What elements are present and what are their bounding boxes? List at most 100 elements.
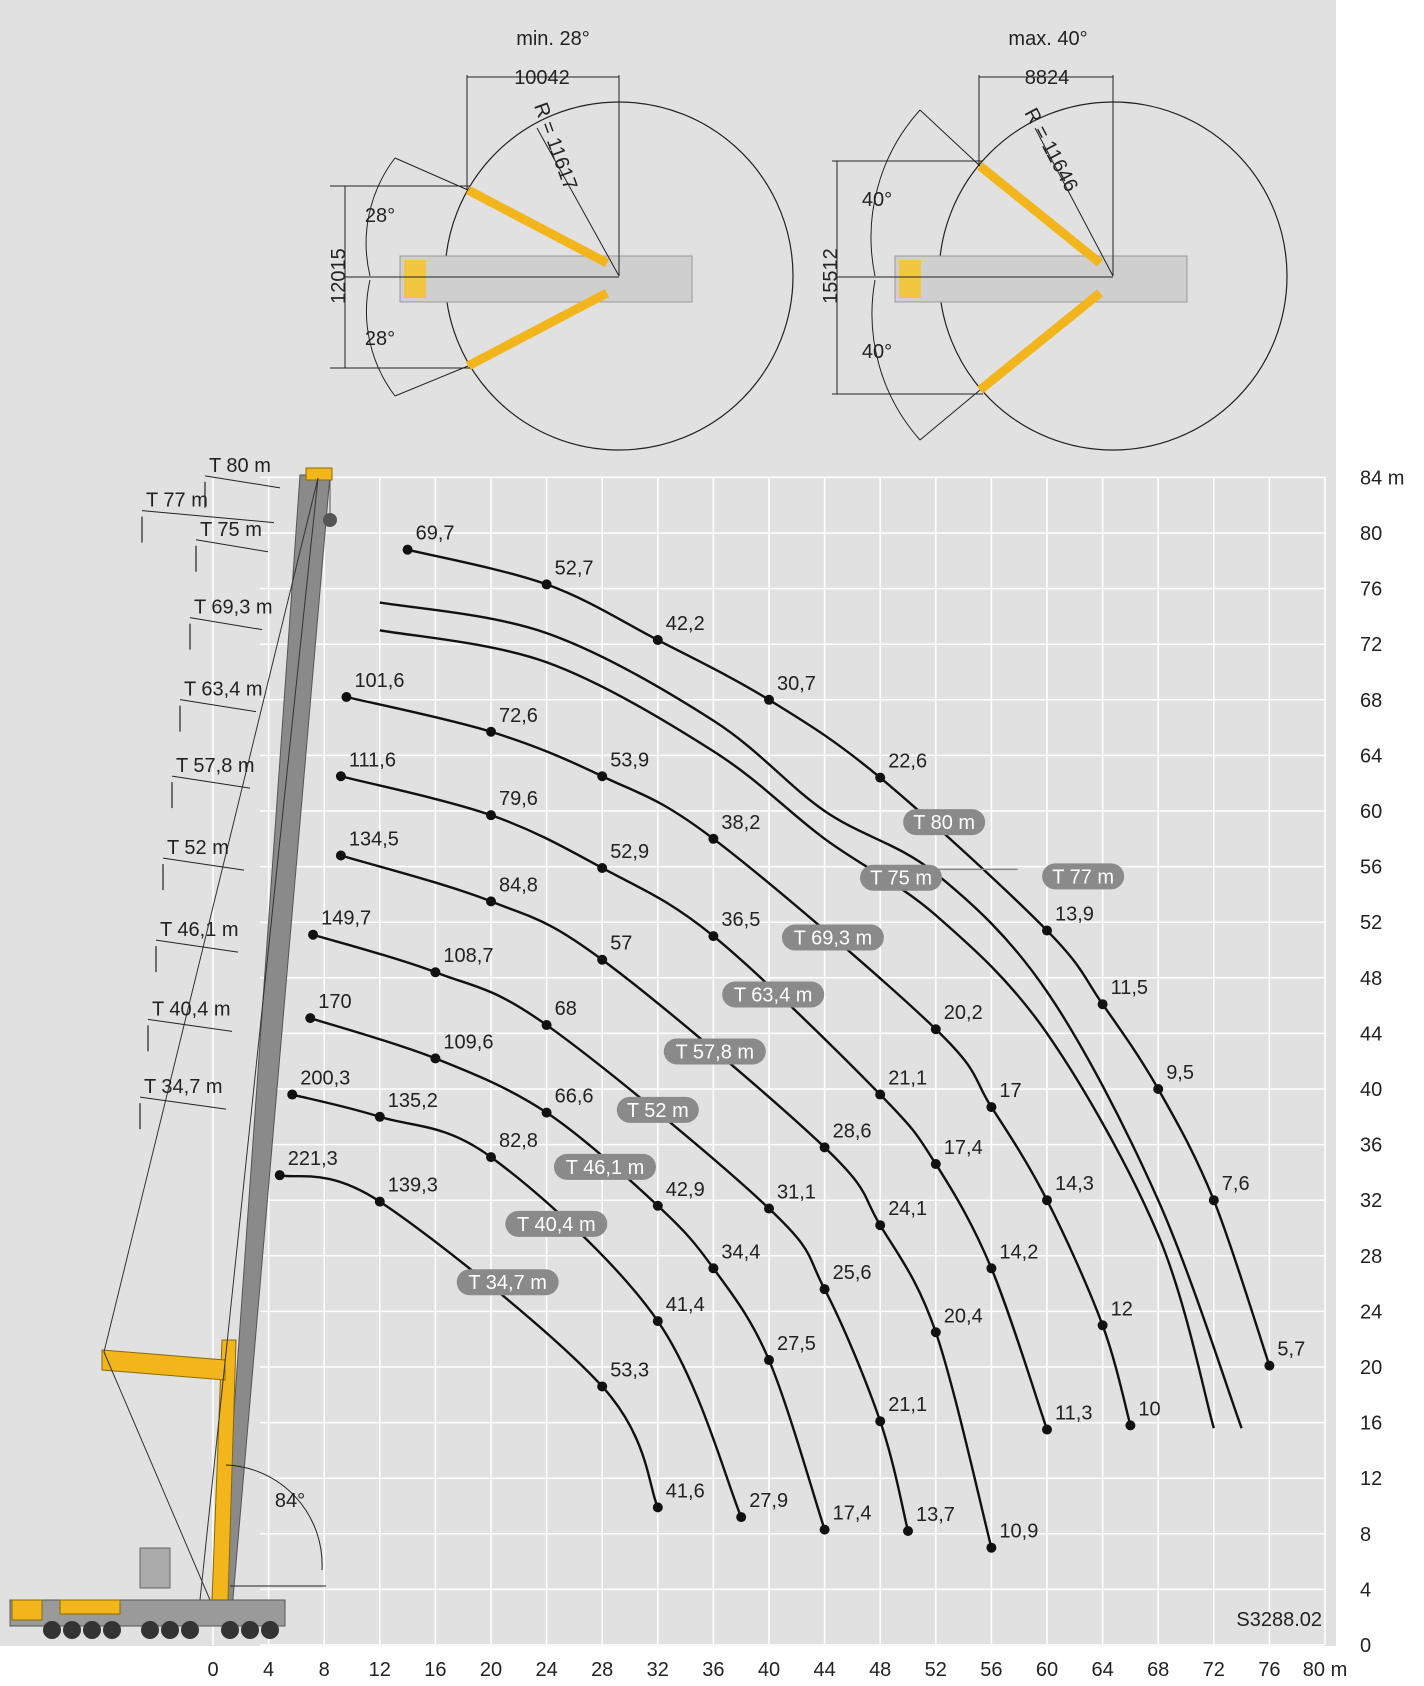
data-label: 221,3 <box>288 1148 338 1170</box>
data-label: 84,8 <box>499 874 538 896</box>
data-label: 5,7 <box>1277 1339 1305 1361</box>
boom-marker-label: T 52 m <box>167 837 229 859</box>
x-tick-label: 48 <box>869 1659 891 1681</box>
data-point <box>819 1284 830 1295</box>
x-tick-label: 68 <box>1147 1659 1169 1681</box>
data-point <box>402 544 413 555</box>
x-tick-label: 64 <box>1091 1659 1113 1681</box>
data-label: 109,6 <box>443 1031 493 1053</box>
boom-marker-leader <box>139 1096 227 1110</box>
x-tick-label: 24 <box>535 1659 557 1681</box>
data-point <box>1125 1420 1136 1431</box>
y-tick-label: 40 <box>1360 1079 1382 1101</box>
data-point <box>308 929 319 940</box>
boom-marker-label: T 80 m <box>209 455 271 477</box>
data-point <box>736 1512 747 1523</box>
data-label: 52,7 <box>555 557 594 579</box>
data-label: 11,3 <box>1055 1403 1092 1425</box>
y-tick-label: 60 <box>1360 801 1382 823</box>
min-height-dim: 12015 <box>328 248 350 304</box>
data-point <box>708 1263 719 1274</box>
data-label: 30,7 <box>777 673 816 695</box>
data-point <box>374 1111 385 1122</box>
y-tick-label: 28 <box>1360 1246 1382 1268</box>
y-tick-label: 4 <box>1360 1579 1371 1601</box>
data-label: 72,6 <box>499 705 538 727</box>
data-label: 9,5 <box>1166 1062 1194 1084</box>
min-lower-angle: 28° <box>365 328 395 350</box>
max-height-dim: 15512 <box>820 248 842 304</box>
crane-wheels <box>43 1621 279 1639</box>
data-label: 79,6 <box>499 788 538 810</box>
points <box>274 544 1275 1553</box>
x-tick-label: 44 <box>813 1659 835 1681</box>
data-point <box>875 1220 886 1231</box>
x-tick-label: 40 <box>758 1659 780 1681</box>
boom-marker-leader <box>147 1018 233 1032</box>
data-label: 13,7 <box>916 1504 955 1526</box>
data-point <box>541 1020 552 1031</box>
x-tick-label: 52 <box>925 1659 947 1681</box>
curve-pills: T 80 m T 77 m T 75 m T 69,3 m T 63,4 m T 57,8… <box>456 809 1125 1296</box>
data-label: 34,4 <box>721 1241 760 1263</box>
data-label: 27,9 <box>749 1490 788 1512</box>
data-point <box>597 862 608 873</box>
data-point <box>930 1024 941 1035</box>
min-width-dim: 10042 <box>514 67 570 89</box>
x-tick-label: 76 <box>1258 1659 1280 1681</box>
data-point <box>486 810 496 821</box>
boom-marker-leader <box>189 617 263 631</box>
data-point <box>708 931 719 942</box>
curve-pill-label: T 80 m <box>913 812 975 834</box>
data-label: 53,9 <box>610 749 649 771</box>
y-tick-label: 8 <box>1360 1524 1371 1546</box>
data-point <box>1208 1195 1219 1206</box>
y-tick-label: 76 <box>1360 579 1382 601</box>
data-label: 14,2 <box>999 1241 1038 1263</box>
data-label: 36,5 <box>721 909 760 931</box>
data-label: 17 <box>999 1080 1021 1102</box>
data-point <box>1042 925 1052 936</box>
boom-marker-leader <box>141 510 275 524</box>
curve-line <box>379 601 1243 1429</box>
curve-pill <box>722 981 825 1008</box>
curve-pill-label: T 40,4 m <box>517 1214 596 1236</box>
curve-line <box>407 548 1271 1366</box>
curve-pill-label: T 34,7 m <box>468 1272 547 1294</box>
data-label: 42,9 <box>666 1179 705 1201</box>
data-label: 134,5 <box>349 828 399 850</box>
data-point <box>335 771 346 782</box>
data-label: 25,6 <box>833 1262 872 1284</box>
data-point <box>875 772 886 783</box>
boom-marker-label: T 77 m <box>146 490 208 512</box>
data-point <box>652 1200 663 1211</box>
boom-marker-label: T 75 m <box>200 519 262 541</box>
data-point <box>986 1102 997 1113</box>
data-label: 82,8 <box>499 1130 538 1152</box>
curve-pill <box>616 1096 699 1123</box>
curve-pill <box>903 809 986 836</box>
y-tick-label: 72 <box>1360 634 1382 656</box>
boom-marker-label: T 40,4 m <box>152 998 231 1020</box>
boom-markers: T 80 mT 77 m T 75 m T 69,3 m T 63,4 m T 57,8… <box>139 455 281 1130</box>
data-point <box>764 1203 774 1214</box>
y-tick-label: 56 <box>1360 857 1382 879</box>
data-point <box>430 1053 441 1064</box>
pill-leader-dot <box>920 865 929 874</box>
curve-pill-label: T 63,4 m <box>734 984 813 1006</box>
data-point <box>875 1089 886 1100</box>
x-tick-label: 36 <box>702 1659 724 1681</box>
data-label: 200,3 <box>300 1068 350 1090</box>
x-tick-label: 20 <box>480 1659 502 1681</box>
data-label: 42,2 <box>666 613 705 635</box>
boom-marker-leader <box>179 699 257 713</box>
data-point <box>1264 1360 1275 1371</box>
data-label: 52,9 <box>610 841 649 863</box>
x-tick-label: 32 <box>647 1659 669 1681</box>
curve-pill-label: T 57,8 m <box>676 1041 755 1063</box>
data-point <box>652 635 663 646</box>
data-point <box>652 1316 663 1327</box>
drawing-id: S3288.02 <box>1236 1609 1322 1631</box>
curve-pill-label: T 77 m <box>1052 866 1114 888</box>
